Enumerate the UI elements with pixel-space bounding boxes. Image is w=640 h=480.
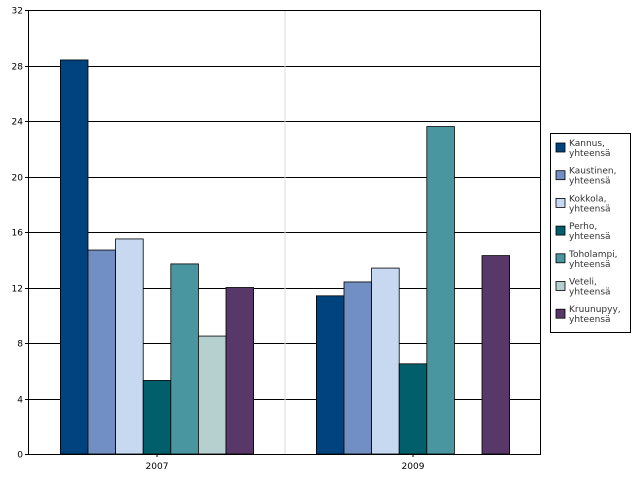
legend-item: Kokkola, yhteensä (555, 194, 611, 214)
legend-item: Kaustinen, yhteensä (555, 167, 617, 187)
bar (343, 281, 373, 455)
y-tick-label: 28 (12, 63, 24, 73)
bar (60, 59, 89, 455)
legend-item: Toholampi, yhteensä (555, 250, 618, 270)
bar (142, 380, 172, 455)
bar (398, 363, 428, 455)
bar (170, 263, 199, 455)
bar (426, 126, 455, 455)
legend-label: Kokkola, yhteensä (569, 194, 611, 214)
legend-swatch (555, 142, 566, 153)
legend-label: Kruunupyy, yhteensä (569, 305, 621, 325)
legend-label: Perho, yhteensä (569, 222, 611, 242)
y-tick-label: 4 (17, 396, 23, 406)
bar (87, 249, 117, 455)
legend-item: Kannus, yhteensä (555, 139, 611, 159)
y-tick-label: 24 (12, 118, 24, 128)
x-axis-ticks: 2007 2009 (146, 454, 425, 472)
legend-swatch (555, 253, 566, 264)
bar (315, 295, 345, 455)
y-tick-label: 32 (12, 7, 23, 17)
y-tick-label: 20 (12, 174, 24, 184)
bar (197, 335, 227, 455)
x-tick-label: 2007 (146, 462, 169, 472)
bar (481, 255, 511, 455)
bars (60, 59, 511, 455)
legend: Kannus, yhteensä Kaustinen, yhteensä Kokkola… (550, 133, 631, 333)
legend-swatch (555, 225, 566, 236)
legend-swatch (555, 197, 566, 208)
legend-item: Kruunupyy, yhteensä (555, 305, 621, 325)
y-tick-label: 16 (12, 229, 24, 239)
legend-swatch (555, 281, 566, 291)
y-tick-label: 0 (17, 451, 23, 461)
legend-label: Toholampi, yhteensä (568, 250, 618, 270)
y-axis-ticks: 0 4 8 12 16 20 24 28 32 (12, 7, 29, 461)
bar (225, 287, 255, 455)
legend-label: Kaustinen, yhteensä (569, 167, 617, 187)
bar (115, 238, 144, 455)
x-tick-label: 2009 (402, 462, 425, 472)
legend-item: Perho, yhteensä (555, 222, 611, 242)
legend-swatch (555, 170, 566, 181)
legend-item: Veteli, yhteensä (555, 278, 611, 298)
legend-swatch (555, 308, 566, 319)
bar (371, 267, 400, 455)
y-tick-label: 12 (12, 285, 23, 295)
legend-label: Kannus, yhteensä (569, 139, 611, 159)
y-tick-label: 8 (17, 340, 23, 350)
legend-label: Veteli, yhteensä (569, 278, 611, 298)
